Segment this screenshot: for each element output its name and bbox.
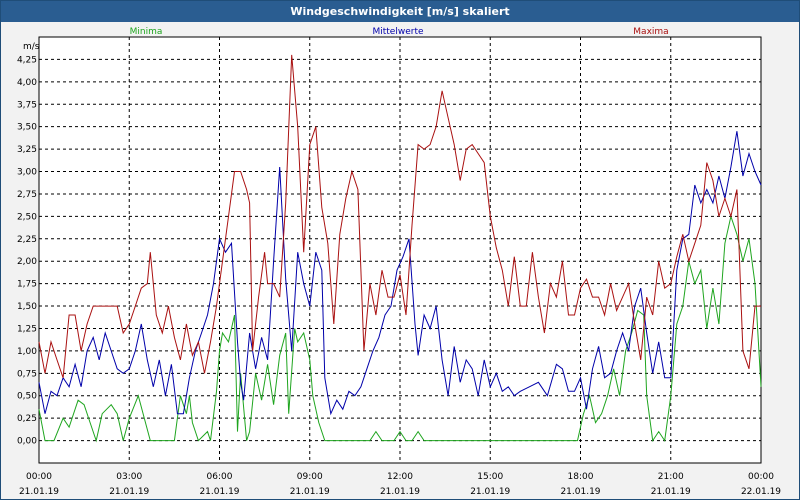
x-tick-time-label: 00:00 [26,472,52,482]
legend: Minima Mittelwerte Maxima [130,27,669,37]
series-lines [38,54,762,443]
y-tick-label: 0,25 [17,414,37,424]
x-tick-time-label: 00:00 [748,472,774,482]
y-tick-label: 0,00 [17,437,37,447]
y-tick-label: 3,75 [17,100,37,110]
legend-entry-minima: Minima [130,27,163,37]
window-title: Windgeschwindigkeit [m/s] skaliert [1,1,799,22]
y-tick-label: 4,25 [17,55,37,65]
y-tick-label: 3,25 [17,145,37,155]
x-tick-date-label: 21.01.19 [199,487,239,497]
y-axis-labels: 0,00 0,25 0,50 0,75 1,00 1,25 1,50 1,75 2,00 2,25… [17,55,37,446]
y-tick-label: 1,50 [17,302,37,312]
x-tick-time-label: 03:00 [116,472,142,482]
x-tick-date-label: 21.01.19 [380,487,420,497]
x-tick-time-label: 18:00 [568,472,594,482]
legend-entry-mittelwerte: Mittelwerte [372,27,423,37]
x-tick-date-label: 21.01.19 [19,487,59,497]
x-axis-labels: 00:00 21.01.19 03:00 21.01.19 06:00 21.01.19 0… [19,472,781,497]
y-tick-label: 2,25 [17,235,37,245]
series-line-minima [38,214,762,443]
y-tick-label: 2,75 [17,190,37,200]
legend-entry-maxima: Maxima [633,27,668,37]
y-tick-label: 0,75 [17,369,37,379]
y-tick-label: 0,50 [17,392,37,402]
series-line-mittelwerte [38,131,762,416]
y-tick-label: 1,00 [17,347,37,357]
y-tick-label: 4,00 [17,78,37,88]
x-tick-date-label: 21.01.19 [560,487,600,497]
x-tick-time-label: 21:00 [658,472,684,482]
x-tick-date-label: 21.01.19 [651,487,691,497]
x-tick-time-label: 09:00 [297,472,323,482]
x-tick-time-label: 12:00 [387,472,413,482]
y-tick-label: 3,00 [17,168,37,178]
y-tick-label: 1,75 [17,280,37,290]
y-tick-label: 3,50 [17,123,37,133]
y-tick-label: 2,00 [17,257,37,267]
x-tick-date-label: 22.01.19 [741,487,781,497]
x-tick-date-label: 21.01.19 [290,487,330,497]
x-tick-date-label: 21.01.19 [470,487,510,497]
y-axis-unit-label: m/s [23,42,40,52]
x-tick-time-label: 15:00 [477,472,503,482]
x-tick-date-label: 21.01.19 [109,487,149,497]
y-tick-label: 1,25 [17,324,37,334]
x-tick-time-label: 06:00 [207,472,233,482]
series-line-maxima [38,54,761,378]
y-tick-label: 2,50 [17,212,37,222]
